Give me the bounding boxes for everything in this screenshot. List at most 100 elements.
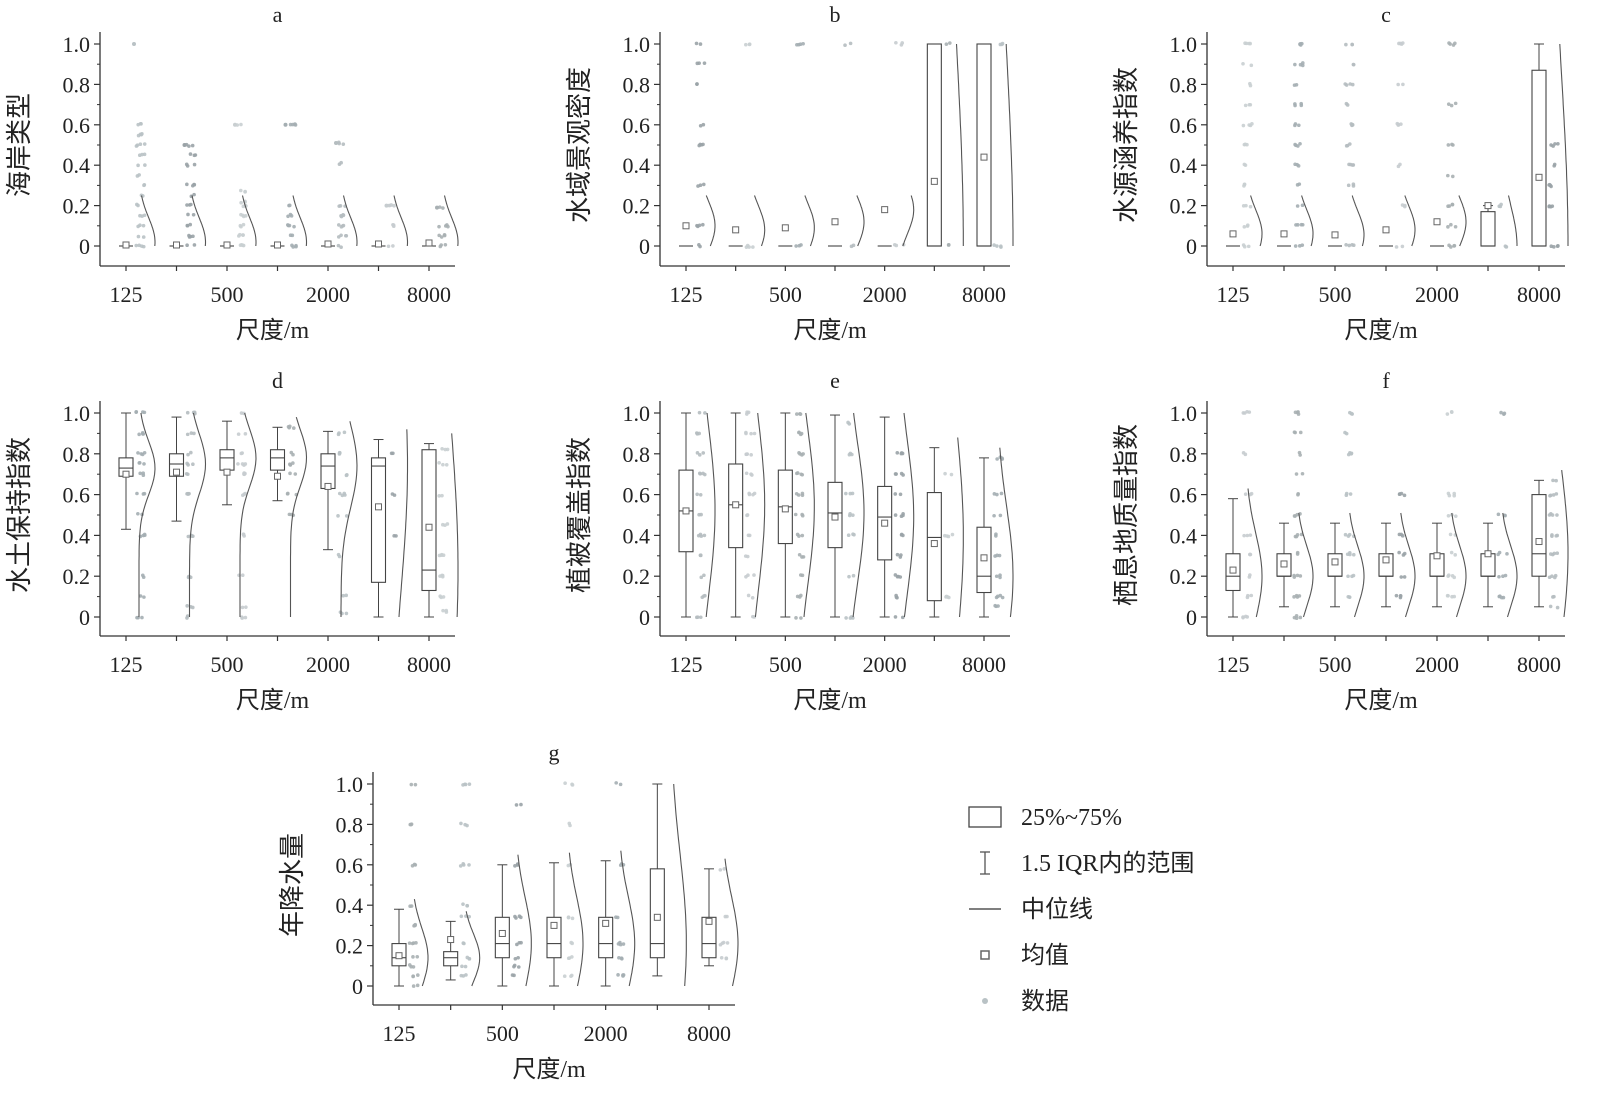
- data-point: [1293, 430, 1297, 435]
- mean-marker: [375, 240, 382, 248]
- data-point: [1547, 575, 1552, 580]
- x-axis-label: 尺度/m: [1344, 317, 1418, 344]
- data-point: [391, 244, 395, 248]
- data-point: [392, 203, 396, 208]
- data-point: [1447, 41, 1451, 45]
- data-point: [1497, 574, 1501, 579]
- data-point: [185, 492, 189, 496]
- data-point: [416, 973, 420, 977]
- data-point: [391, 451, 395, 456]
- data-point: [801, 555, 806, 559]
- data-point: [344, 593, 349, 598]
- data-point: [697, 410, 702, 415]
- data-point: [1398, 594, 1403, 598]
- data-point: [702, 594, 706, 598]
- box-iqr: [269, 449, 286, 471]
- y-tick-label: 0.4: [1170, 523, 1198, 548]
- data-point: [1241, 123, 1246, 128]
- density-curve: [340, 421, 358, 617]
- y-tick-label: 0.6: [1170, 113, 1198, 138]
- data-point: [1450, 202, 1455, 207]
- data-point: [185, 604, 189, 608]
- data-point: [191, 462, 195, 467]
- data-point: [241, 243, 246, 248]
- category-4000: [926, 437, 964, 618]
- category-250: [1277, 41, 1314, 248]
- data-point: [411, 984, 416, 988]
- mean-marker: [1535, 538, 1543, 546]
- category-4000: [926, 41, 964, 247]
- mean-marker: [732, 501, 740, 509]
- data-point: [240, 615, 244, 619]
- data-point: [1243, 142, 1248, 147]
- data-point: [695, 492, 699, 497]
- data-point: [1248, 573, 1252, 577]
- mean-marker: [122, 241, 130, 249]
- data-point: [444, 608, 449, 613]
- data-point: [135, 491, 139, 496]
- data-point: [1554, 492, 1559, 496]
- data-point: [1346, 183, 1351, 188]
- data-point: [998, 513, 1003, 518]
- category-2000: [598, 781, 636, 987]
- y-tick-label: 0: [639, 605, 650, 630]
- data-point: [949, 472, 954, 477]
- data-point: [751, 614, 755, 619]
- data-point: [1293, 103, 1297, 108]
- y-tick-label: 1.0: [63, 32, 91, 57]
- density-curve: [803, 412, 815, 618]
- mean-marker: [1382, 226, 1390, 234]
- data-point: [415, 983, 420, 988]
- box-iqr: [421, 449, 437, 592]
- data-point: [186, 472, 190, 477]
- data-point: [999, 245, 1003, 249]
- data-point: [798, 432, 803, 437]
- data-point: [288, 471, 292, 476]
- data-point: [291, 426, 296, 430]
- data-point: [1298, 615, 1303, 620]
- mean-marker: [1331, 231, 1339, 239]
- data-point: [800, 491, 805, 496]
- density-curve: [804, 195, 815, 247]
- x-tick-label: 8000: [962, 282, 1006, 307]
- data-point: [186, 534, 191, 539]
- y-tick-label: 0.4: [63, 523, 91, 548]
- data-point: [697, 471, 702, 476]
- data-point: [1298, 453, 1302, 457]
- data-point: [1402, 575, 1407, 579]
- density-curve: [999, 447, 1014, 618]
- category-1000: [828, 41, 865, 249]
- data-point: [384, 203, 389, 208]
- mean-marker: [781, 505, 789, 513]
- box-iqr: [494, 916, 510, 959]
- x-tick-label: 8000: [1517, 282, 1561, 307]
- data-point: [699, 143, 704, 147]
- data-point: [745, 554, 750, 559]
- data-point: [343, 493, 347, 497]
- data-point: [1449, 103, 1454, 108]
- x-tick-label: 8000: [962, 652, 1006, 677]
- data-point: [1241, 204, 1246, 208]
- data-point: [1447, 493, 1452, 498]
- data-point: [142, 462, 146, 466]
- data-point: [843, 43, 847, 47]
- legend-item-box: 25%~75%: [968, 805, 1122, 831]
- legend-label: 均值: [1021, 942, 1069, 969]
- data-point: [798, 452, 802, 456]
- data-point: [697, 223, 702, 228]
- x-tick-label: 8000: [687, 1021, 731, 1046]
- data-point: [800, 512, 804, 517]
- density-curve: [289, 416, 308, 617]
- data-point: [1344, 42, 1348, 47]
- mean-marker: [223, 468, 231, 476]
- data-point: [443, 447, 448, 452]
- category-8000: [421, 433, 459, 618]
- data-point: [244, 605, 248, 609]
- data-point: [439, 553, 444, 557]
- data-point: [460, 964, 464, 969]
- data-point: [1555, 605, 1560, 610]
- density-curve: [1507, 195, 1518, 246]
- x-tick-label: 500: [769, 282, 802, 307]
- data-point: [192, 243, 197, 247]
- category-8000: [1531, 43, 1569, 249]
